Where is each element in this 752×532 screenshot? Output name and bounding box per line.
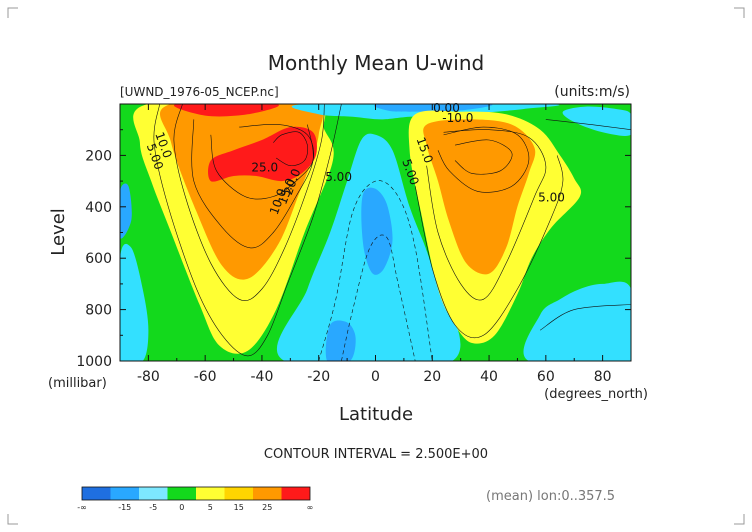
x-tick-label: 80	[594, 369, 612, 385]
contour-region-trop-blue	[361, 187, 393, 275]
crop-marks	[7, 7, 745, 525]
colorbar-label: 0	[179, 503, 184, 512]
contour-label: -10.0	[442, 111, 473, 125]
x-tick-label: 40	[480, 369, 498, 385]
y-tick-label: 600	[85, 251, 112, 267]
contour-region-trop-blue-low	[325, 320, 356, 361]
contour-region-sh-red-top	[174, 104, 279, 117]
units-label: (units:m/s)	[554, 84, 630, 100]
contour-line	[153, 104, 342, 357]
contour-label: 0.00	[433, 101, 460, 115]
x-tick-label: -80	[137, 369, 160, 385]
colorbar-label: 5	[208, 503, 213, 512]
y-axis-label: Level	[48, 208, 69, 256]
contour-line	[545, 119, 631, 130]
y-tick-label: 1000	[76, 354, 112, 370]
y-axis-units: (millibar)	[48, 376, 107, 391]
x-tick-label: 60	[537, 369, 555, 385]
x-tick-label: 0	[371, 369, 380, 385]
colorbar-swatch	[253, 487, 282, 500]
y-tick-label: 800	[85, 303, 112, 319]
contour-region-sh-red-jet	[208, 126, 317, 182]
contour-line	[191, 119, 314, 249]
contour-fills	[120, 104, 631, 361]
colorbar-label: 25	[262, 503, 272, 512]
contour-line	[414, 155, 564, 339]
colorbar-swatch	[281, 487, 310, 500]
y-tick-label: 400	[85, 200, 112, 216]
colorbar-label: 15	[234, 503, 244, 512]
x-tick-label: -40	[251, 369, 274, 385]
contour-region-sh-blue-edge	[120, 183, 132, 239]
footer-note: (mean) lon:0..357.5	[486, 489, 615, 504]
colorbar-label: ∞	[307, 503, 314, 512]
colorbar-swatch	[196, 487, 225, 500]
contour-region-sh-cyan-low	[120, 243, 149, 361]
contour-line	[341, 234, 416, 361]
y-axis: 200 400 600 800 1000	[76, 129, 631, 370]
contour-line	[173, 104, 325, 302]
contour-line	[540, 304, 631, 331]
colorbar-swatch	[224, 487, 253, 500]
contour-interval-text: CONTOUR INTERVAL = 2.500E+00	[264, 447, 488, 462]
contour-region-top-blue	[374, 104, 493, 112]
x-axis-units: (degrees_north)	[544, 387, 648, 402]
x-axis-label: Latitude	[339, 404, 413, 425]
y-tick-label: 200	[85, 148, 112, 164]
colorbar-frame	[81, 486, 311, 501]
x-axis: -80 -60 -40 -20 0 20 40 60 80	[119, 104, 632, 385]
contour-region-nh-orange	[423, 119, 536, 275]
contour-line	[426, 129, 547, 301]
x-tick-label: -20	[307, 369, 330, 385]
x-tick-label: -60	[194, 369, 217, 385]
colorbar: -∞ -15 -5 0 5 15 25 ∞	[77, 486, 314, 512]
colorbar-label: -15	[118, 503, 131, 512]
plot-area	[120, 104, 631, 361]
contour-line	[273, 131, 309, 167]
contour-line	[437, 126, 530, 193]
contour-lines	[153, 104, 631, 361]
contour-line	[318, 180, 433, 361]
colorbar-swatch	[110, 487, 139, 500]
contour-label: 25.0	[251, 160, 278, 174]
colorbar-label: -∞	[77, 503, 87, 512]
contour-label: 5.00	[325, 170, 352, 184]
contour-region-nh-cyan-low	[523, 281, 631, 361]
colorbar-label: -5	[149, 503, 157, 512]
contour-region-nh-cyan-high	[562, 106, 631, 136]
chart-title: Monthly Mean U-wind	[268, 51, 484, 75]
contour-line	[454, 139, 513, 175]
colorbar-swatch	[139, 487, 168, 500]
colorbar-swatch	[82, 487, 111, 500]
colorbar-swatch	[167, 487, 196, 500]
contour-label: 5.00	[538, 191, 565, 205]
x-tick-label: 20	[423, 369, 441, 385]
contour-line	[210, 124, 315, 200]
dataset-label: [UWND_1976-05_NCEP.nc]	[120, 85, 279, 99]
